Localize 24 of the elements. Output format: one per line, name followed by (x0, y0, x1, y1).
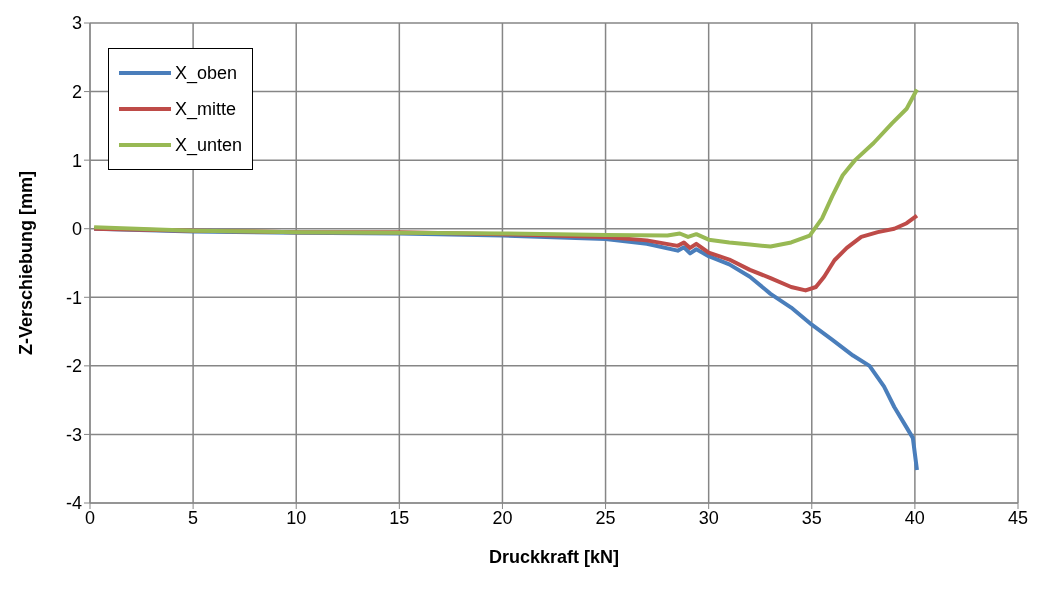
x-axis-title: Druckkraft [kN] (488, 547, 620, 567)
y-axis-title: Z-Verschiebung [mm] (16, 170, 37, 356)
y-tick-label: -1 (65, 287, 82, 308)
x-tick-label: 25 (595, 507, 616, 528)
x-tick-label: 35 (801, 507, 822, 528)
x-tick-label: 10 (286, 507, 307, 528)
x-tick-label: 5 (188, 507, 199, 528)
x-tick-label: 30 (698, 507, 719, 528)
y-tick-label: 1 (71, 150, 82, 171)
legend-label: X_mitte (175, 98, 237, 120)
y-tick-label: -4 (65, 493, 82, 514)
x-tick-label: 15 (389, 507, 410, 528)
y-tick-label: -2 (65, 356, 82, 377)
legend-label: X_unten (175, 134, 243, 156)
x-tick-label: 45 (1007, 507, 1029, 528)
x-tick-label: 0 (84, 507, 96, 528)
x-tick-label: 20 (492, 507, 513, 528)
y-tick-label: 0 (71, 219, 82, 240)
legend-label: X_oben (175, 62, 238, 84)
y-tick-label: -3 (65, 424, 82, 445)
x-tick-label: 40 (904, 507, 925, 528)
y-tick-label: 3 (71, 13, 82, 34)
y-tick-label: 2 (71, 81, 82, 102)
line-series (92, 87, 919, 249)
